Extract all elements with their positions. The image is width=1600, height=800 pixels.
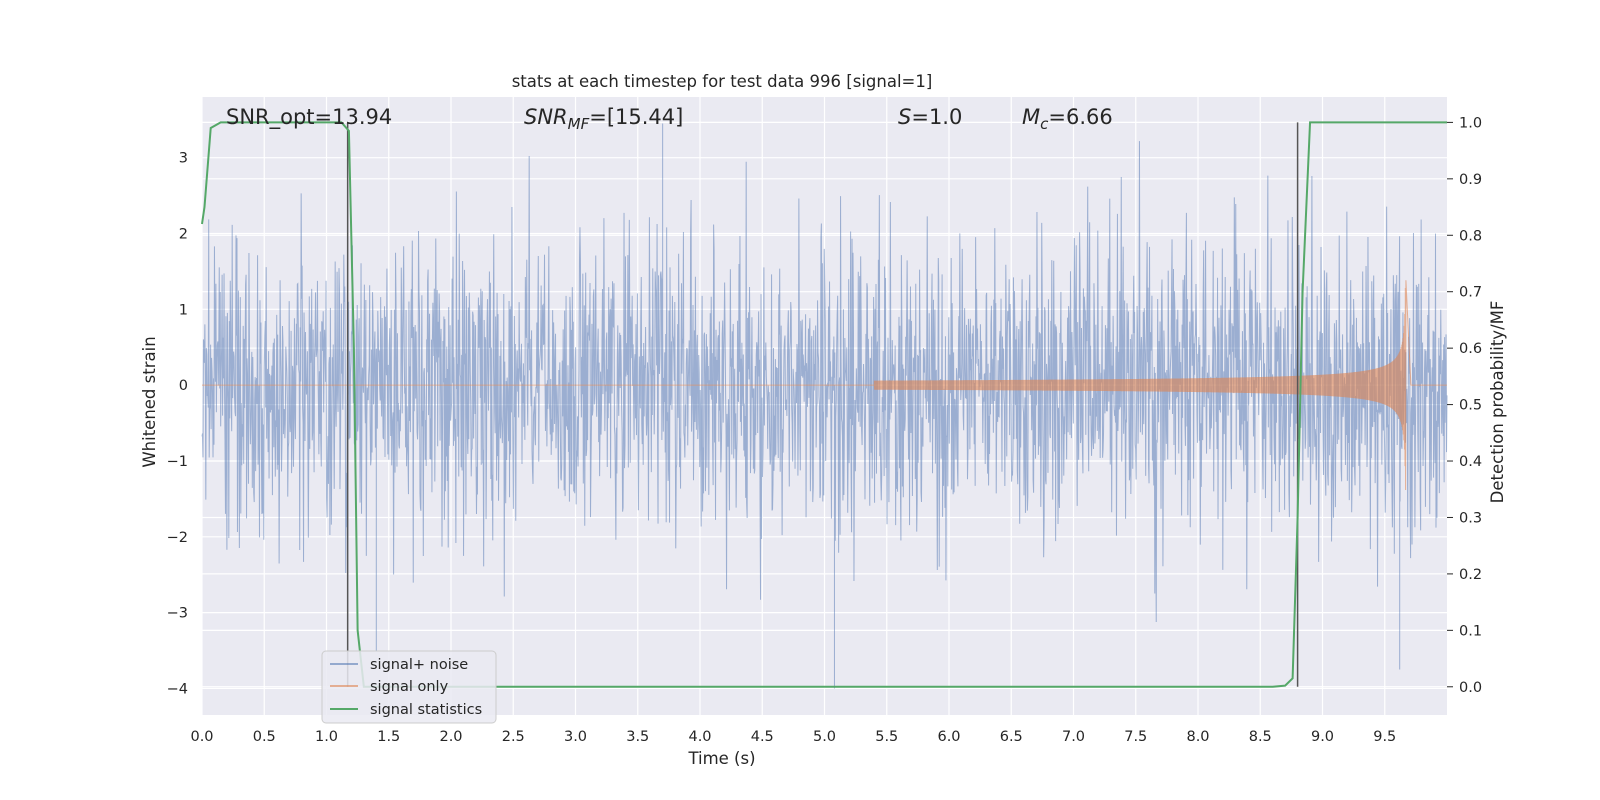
y-tick-label: −3 (167, 606, 188, 622)
y2-tick-label: 0.9 (1459, 172, 1482, 188)
x-tick-label: 5.0 (813, 729, 836, 745)
x-tick-label: 6.0 (937, 729, 960, 745)
y-tick-label: 3 (179, 151, 188, 167)
x-tick-label: 0.5 (253, 729, 276, 745)
signal-only-line (202, 280, 1447, 491)
y2-tick-label: 0.3 (1459, 510, 1482, 526)
x-tick-label: 6.5 (1000, 729, 1023, 745)
series-signal-plus-noise (201, 123, 1448, 689)
x-tick-label: 8.5 (1249, 729, 1272, 745)
y-tick-label: 2 (179, 226, 188, 242)
y-axis-ticks: 3 2 1 0 −1 −2 −3 −4 (167, 151, 188, 698)
annotation-mc-suffix: =6.66 (1048, 105, 1112, 129)
x-tick-label: 4.0 (688, 729, 711, 745)
y2-tick-label: 0.4 (1459, 454, 1482, 470)
x-tick-label: 7.5 (1124, 729, 1147, 745)
y2-tick-label: 0.0 (1459, 680, 1482, 696)
legend-box (321, 650, 497, 724)
annotation-mc-sub: c (1040, 115, 1049, 133)
x-tick-label: 2.5 (502, 729, 525, 745)
annotation-mc-prefix: M (1022, 105, 1040, 129)
x-axis-label: Time (s) (687, 749, 755, 768)
y-tick-label: −1 (167, 454, 188, 470)
y-tick-label: 0 (179, 378, 188, 394)
y-tick-label: −2 (167, 530, 188, 546)
y2-tick-label: 0.7 (1459, 285, 1482, 301)
legend-label-signal-only: signal only (370, 679, 449, 695)
x-tick-label: 9.5 (1373, 729, 1396, 745)
y2-tick-label: 0.5 (1459, 398, 1482, 414)
x-axis-ticks: 0.0 0.5 1.0 1.5 2.0 2.5 3.0 3.5 4.0 4.5 5.0 5.5 6.0 6… (190, 729, 1396, 745)
annotation-mc: Mc=6.66 (1022, 105, 1113, 133)
y-tick-label: 1 (179, 302, 188, 318)
y2-tick-label: 1.0 (1459, 115, 1482, 131)
annotation-snr-mf-prefix: SNR (524, 105, 568, 129)
x-tick-label: 8.0 (1186, 729, 1209, 745)
x-tick-label: 0.0 (190, 729, 213, 745)
x-tick-label: 3.5 (626, 729, 649, 745)
y-tick-label: −4 (167, 681, 188, 697)
y2-axis-ticks: 1.0 0.9 0.8 0.7 0.6 0.5 0.4 0.3 0.2 0.1 0.0 (1447, 115, 1482, 696)
x-tick-label: 1.0 (315, 729, 338, 745)
series-signal-only (202, 280, 1447, 491)
y2-tick-label: 0.2 (1459, 567, 1482, 583)
legend: signal+ noise signal only signal statist… (321, 650, 497, 724)
annotation-snr-mf-suffix: =[15.44] (589, 105, 683, 129)
legend-label-signal-plus-noise: signal+ noise (370, 657, 468, 673)
y2-tick-label: 0.6 (1459, 341, 1482, 357)
annotation-s: S=1.0 (898, 105, 962, 129)
chart-title: stats at each timestep for test data 996… (512, 72, 933, 91)
annotation-s-prefix: S (898, 105, 911, 129)
y-axis-label: Whitened strain (140, 336, 159, 467)
y2-tick-label: 0.8 (1459, 228, 1482, 244)
x-tick-label: 5.5 (875, 729, 898, 745)
vertical-markers (346, 122, 1299, 687)
annotation-snr-mf: SNRMF=[15.44] (524, 105, 683, 133)
x-tick-label: 1.5 (377, 729, 400, 745)
x-tick-label: 2.0 (439, 729, 462, 745)
x-tick-label: 3.0 (564, 729, 587, 745)
y2-tick-label: 0.1 (1459, 623, 1482, 639)
annotations: SNR_opt=13.94 SNRMF=[15.44] S=1.0 Mc=6.6… (226, 105, 1113, 133)
annotation-snr-opt: SNR_opt=13.94 (226, 105, 392, 130)
x-tick-label: 9.0 (1311, 729, 1334, 745)
annotation-s-suffix: =1.0 (911, 105, 962, 129)
x-tick-label: 7.0 (1062, 729, 1085, 745)
y2-axis-label: Detection probability/MF (1488, 301, 1507, 504)
annotation-snr-mf-sub: MF (568, 115, 590, 133)
signal-plus-noise-line (201, 123, 1448, 689)
legend-label-signal-statistics: signal statistics (370, 702, 482, 718)
x-tick-label: 4.5 (751, 729, 774, 745)
